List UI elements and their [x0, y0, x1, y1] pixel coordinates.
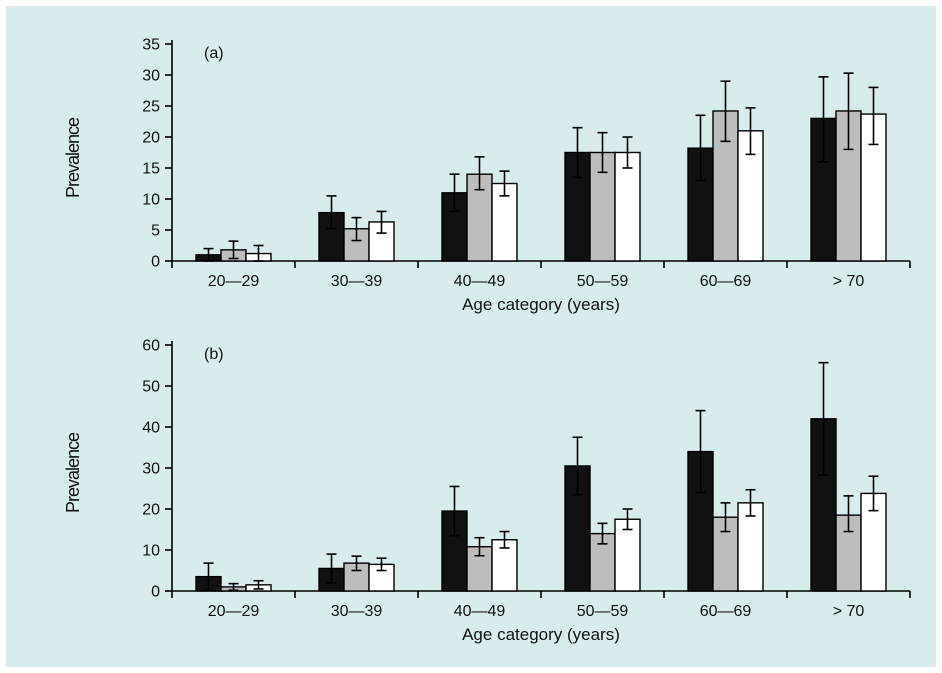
panel-0-y-axis-title: Prevalence [63, 117, 83, 198]
panel-0-category-label: 30—39 [331, 273, 383, 290]
panel-0-category-label: 60—69 [700, 273, 752, 290]
panel-0-y-tick-label: 35 [142, 37, 160, 54]
panel-1-bar-s2 [737, 502, 764, 592]
panel-0-category-label: 50—59 [577, 273, 629, 290]
panel-0-y-tick-label: 0 [151, 254, 160, 271]
panel-1-y-tick-label: 30 [142, 461, 160, 478]
panel-0-y-tick-label: 25 [142, 99, 160, 116]
panel-1-y-tick-label: 20 [142, 502, 160, 519]
panel-0-bar-s2 [614, 151, 641, 262]
panel-1-y-tick-label: 60 [142, 338, 160, 355]
panel-0-panel-label: (a) [204, 45, 224, 62]
panel-1-y-axis-title: Prevalence [63, 432, 83, 513]
panel-1-y-tick-label: 50 [142, 379, 160, 396]
panel-1-panel-label: (b) [204, 346, 224, 363]
panel-0-y-tick-label: 20 [142, 130, 160, 147]
panel-0-y-tick-label: 10 [142, 192, 160, 209]
panel-1-category-label: 50—59 [577, 603, 629, 620]
panel-1-category-label: 40—49 [454, 603, 506, 620]
panel-1-category-label: 60—69 [700, 603, 752, 620]
panel-1-y-tick-label: 10 [142, 543, 160, 560]
panel-1-category-label: 30—39 [331, 603, 383, 620]
panel-0-category-label: 40—49 [454, 273, 506, 290]
panel-1-category-label: 20—29 [208, 603, 260, 620]
panel-0-y-tick-label: 30 [142, 68, 160, 85]
panel-1-x-axis-title: Age category (years) [462, 625, 620, 644]
panel-0-category-label: > 70 [833, 273, 865, 290]
panel-1-y-tick-label: 40 [142, 420, 160, 437]
panel-0-y-tick-label: 15 [142, 161, 160, 178]
panel-1-category-label: > 70 [833, 603, 865, 620]
panel-1-bar-s2 [614, 518, 641, 592]
chart-canvas: 0 5 10 15 20 25 30 35 20—29 30—39 40—49 50—59 60—69 >… [63, 37, 911, 644]
panel-0-category-label: 20—29 [208, 273, 260, 290]
panel-0-y-tick-label: 5 [151, 223, 160, 240]
panel-0-x-axis-title: Age category (years) [462, 295, 620, 314]
panel-1-y-tick-label: 0 [151, 584, 160, 601]
figure: 0 5 10 15 20 25 30 35 20—29 30—39 40—49 50—59 60—69 >… [6, 6, 936, 667]
